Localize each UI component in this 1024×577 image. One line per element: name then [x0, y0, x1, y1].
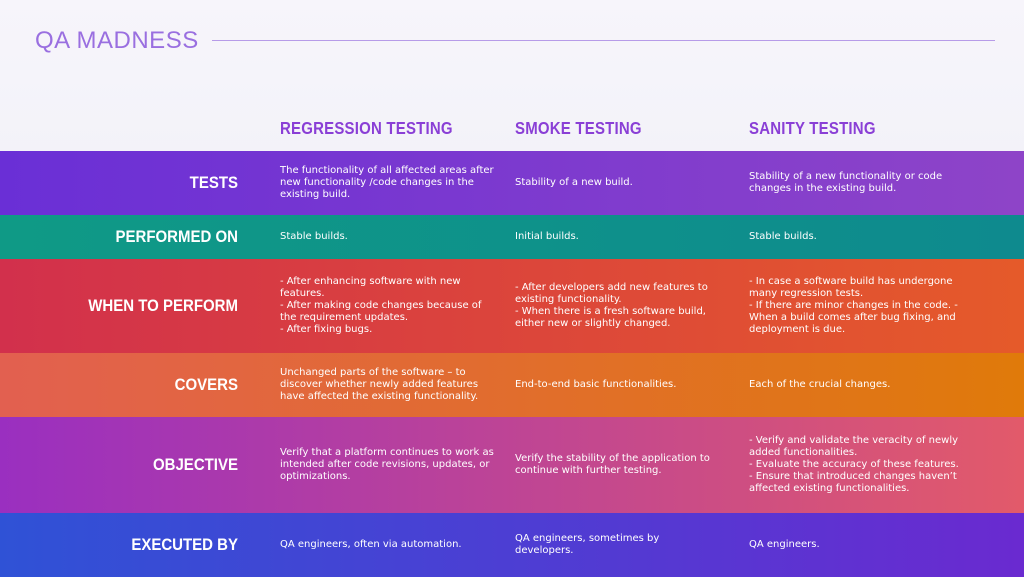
cell-tests-smoke: Stability of a new build. — [515, 177, 633, 188]
row-tests: TESTS The functionality of all affected … — [0, 151, 1024, 215]
cell-objective-smoke: Verify the stability of the application … — [515, 453, 710, 476]
cell-objective-sanity: - Verify and validate the veracity of ne… — [749, 435, 959, 494]
cell-when-sanity: - In case a software build has undergone… — [749, 276, 958, 335]
row-covers: COVERS Unchanged parts of the software –… — [0, 353, 1024, 417]
cell-covers-regression: Unchanged parts of the software – to dis… — [280, 367, 479, 402]
cell-performed-on-sanity: Stable builds. — [749, 231, 817, 242]
row-when-to-perform: WHEN TO PERFORM - After enhancing softwa… — [0, 259, 1024, 353]
brand-logo: QA MADNESS — [35, 27, 199, 54]
cell-executed-regression: QA engineers, often via automation. — [280, 539, 462, 550]
cell-when-regression: - After enhancing software with new feat… — [280, 276, 482, 335]
cell-tests-regression: The functionality of all affected areas … — [280, 165, 494, 200]
cell-performed-on-regression: Stable builds. — [280, 231, 348, 242]
cell-covers-sanity: Each of the crucial changes. — [749, 379, 891, 390]
cell-performed-on-smoke: Initial builds. — [515, 231, 579, 242]
row-label-performed-on: PERFORMED ON — [115, 227, 238, 247]
cell-executed-smoke: QA engineers, sometimes by developers. — [515, 533, 660, 556]
cell-tests-sanity: Stability of a new functionality or code… — [749, 171, 943, 194]
row-label-objective: OBJECTIVE — [152, 455, 238, 475]
column-header-sanity: SANITY TESTING — [749, 119, 876, 139]
column-header-regression: REGRESSION TESTING — [280, 119, 453, 139]
brand-divider — [212, 40, 995, 41]
row-performed-on: PERFORMED ON Stable builds. Initial buil… — [0, 215, 1024, 259]
row-executed-by: EXECUTED BY QA engineers, often via auto… — [0, 513, 1024, 577]
cell-objective-regression: Verify that a platform continues to work… — [280, 447, 494, 482]
row-label-when-to-perform: WHEN TO PERFORM — [88, 296, 238, 316]
column-header-smoke: SMOKE TESTING — [515, 119, 642, 139]
cell-when-smoke: - After developers add new features to e… — [515, 282, 708, 329]
cell-executed-sanity: QA engineers. — [749, 539, 820, 550]
row-label-tests: TESTS — [189, 173, 238, 193]
cell-covers-smoke: End-to-end basic functionalities. — [515, 379, 677, 390]
row-objective: OBJECTIVE Verify that a platform continu… — [0, 417, 1024, 513]
row-label-executed-by: EXECUTED BY — [131, 535, 238, 555]
row-label-covers: COVERS — [174, 375, 238, 395]
